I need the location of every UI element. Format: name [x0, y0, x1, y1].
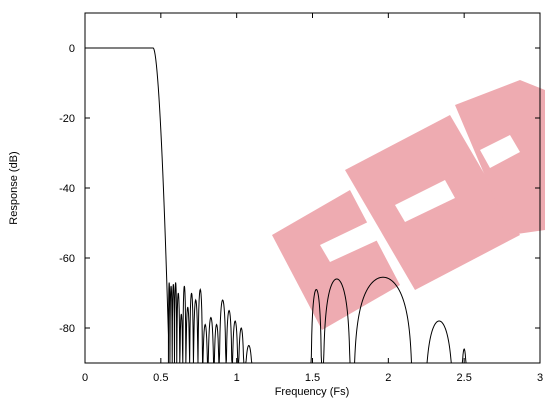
watermark-notch-1 — [320, 222, 378, 262]
x-tick-label: 1.5 — [305, 372, 320, 384]
y-tick-label: -60 — [59, 253, 75, 265]
x-axis-label: Frequency (Fs) — [275, 386, 350, 398]
y-tick-label: -40 — [59, 183, 75, 195]
x-tick-label: 0 — [82, 372, 88, 384]
x-axis-ticks: 0 0.5 1 1.5 2 2.5 3 — [82, 13, 543, 384]
watermark-notch-2 — [395, 180, 455, 222]
y-axis-label: Response (dB) — [8, 151, 20, 224]
y-tick-label: -20 — [59, 113, 75, 125]
response-curve — [85, 47, 468, 364]
x-tick-label: 0.5 — [153, 372, 168, 384]
x-tick-label: 2 — [385, 372, 391, 384]
y-tick-label: 0 — [69, 43, 75, 55]
x-tick-label: 1 — [234, 372, 240, 384]
x-tick-label: 3 — [537, 372, 543, 384]
watermark-notch-3 — [480, 135, 520, 168]
watermark-logo — [272, 80, 545, 330]
y-axis-ticks: 0 -20 -40 -60 -80 — [59, 43, 540, 335]
x-tick-label: 2.5 — [457, 372, 472, 384]
y-tick-label: -80 — [59, 323, 75, 335]
